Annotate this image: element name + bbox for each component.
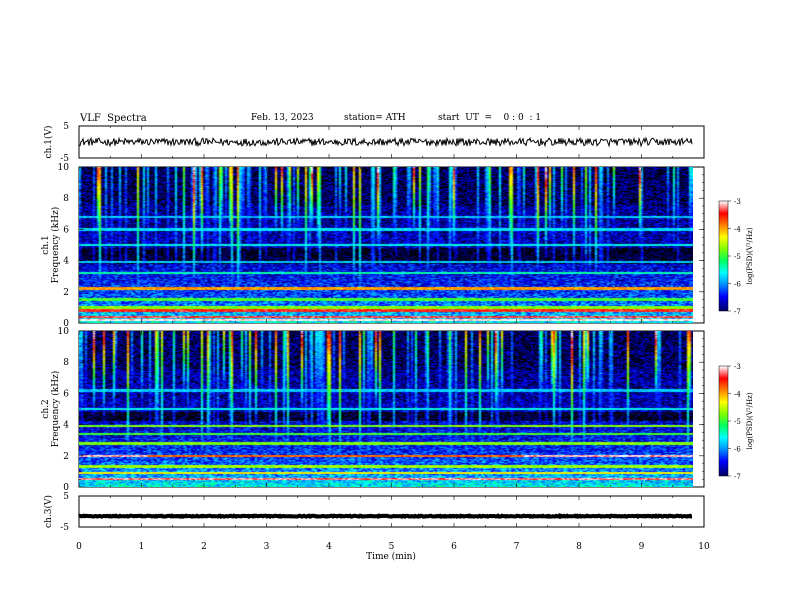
start-ut-label: start UT = 0 : 0 : 1 (438, 113, 542, 123)
y-axis-label-channel: ch.1 (41, 235, 51, 254)
colorbar-tick-label: -6 (734, 281, 741, 289)
ch1-trace (79, 136, 693, 148)
chart-title: VLF Spectra (80, 113, 147, 124)
y-tick-label: 4 (63, 257, 69, 267)
colorbar-tick-label: -7 (734, 473, 741, 481)
colorbar-label: log(PSD)(V²/Hz) (746, 227, 754, 284)
colorbar-tick-label: -5 (734, 253, 741, 261)
ch1-heatmap (79, 167, 693, 323)
ch2-heatmap (79, 331, 693, 487)
y-tick-label: 5 (63, 492, 69, 502)
colorbar-tick-label: -6 (734, 446, 741, 454)
y-axis-label: Frequency (kHz) (50, 371, 61, 448)
colorbar-tick-label: -7 (734, 308, 741, 316)
colorbar-tick-label: -3 (734, 198, 741, 206)
x-tick-label: 0 (76, 542, 82, 552)
x-tick-label: 4 (326, 542, 332, 552)
colorbar-label: log(PSD)(V²/Hz) (746, 392, 754, 449)
x-tick-label: 1 (139, 542, 145, 552)
x-tick-label: 9 (639, 542, 645, 552)
ch2-colorbar (719, 366, 728, 476)
y-tick-label: 0 (63, 483, 69, 493)
y-tick-label: 10 (58, 327, 70, 337)
x-axis-label: Time (min) (366, 551, 416, 562)
y-tick-label: 8 (63, 358, 69, 368)
y-tick-label: 2 (63, 288, 69, 298)
colorbar-tick-label: -4 (734, 391, 741, 399)
x-tick-label: 3 (264, 542, 270, 552)
y-tick-label: 0 (63, 319, 69, 329)
y-tick-label: 2 (63, 452, 69, 462)
colorbar-tick-label: -4 (734, 226, 741, 234)
x-tick-label: 7 (514, 542, 520, 552)
ch3-trace (77, 513, 693, 520)
y-axis-label: ch.3(V) (43, 495, 54, 528)
ch3-waveform-frame (78, 495, 705, 528)
x-tick-label: 10 (698, 542, 710, 552)
y-tick-label: 4 (63, 421, 69, 431)
x-tick-label: 2 (201, 542, 207, 552)
y-tick-label: 5 (63, 122, 69, 132)
y-tick-label: 8 (63, 194, 69, 204)
y-axis-label: ch.1(V) (43, 126, 54, 159)
colorbar-tick-label: -5 (734, 418, 741, 426)
y-axis-label: Frequency (kHz) (50, 207, 61, 284)
x-tick-label: 8 (576, 542, 582, 552)
y-tick-label: -5 (60, 523, 69, 533)
y-tick-label: 6 (63, 225, 69, 235)
ch1-colorbar (719, 201, 728, 311)
colorbar-tick-label: -3 (734, 363, 741, 371)
y-tick-label: 6 (63, 389, 69, 399)
date-label: Feb. 13, 2023 (251, 113, 314, 123)
y-axis-label-channel: ch.2 (41, 399, 51, 418)
y-tick-label: 10 (58, 163, 70, 173)
y-tick-label: -5 (60, 154, 69, 164)
station-label: station= ATH (344, 113, 406, 123)
x-tick-label: 5 (389, 542, 395, 552)
x-tick-label: 6 (451, 542, 457, 552)
